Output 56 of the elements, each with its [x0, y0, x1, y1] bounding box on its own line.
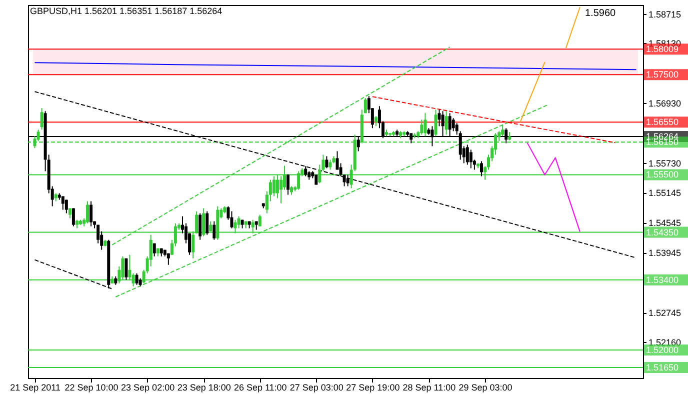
ref-line-label: 1.55500	[646, 170, 679, 180]
y-tick-label: 1.55145	[648, 188, 682, 198]
line-series	[34, 62, 637, 70]
candlestick	[501, 124, 504, 137]
y-tick-label: 1.55730	[648, 158, 682, 169]
y-tick-label: 1.58715	[648, 9, 682, 20]
chart-title: GBPUSD,H1 1.56201 1.56351 1.56187 1.56264	[30, 6, 222, 16]
x-tick-label: 27 Sep 19:00	[346, 382, 400, 392]
ref-line-label: 1.51650	[646, 362, 679, 372]
candlestick	[90, 200, 93, 227]
candlestick	[346, 174, 350, 187]
candlestick	[124, 258, 128, 280]
candlestick	[469, 149, 472, 169]
y-tick-label: 1.53945	[648, 248, 682, 258]
candlestick	[304, 166, 308, 177]
candlestick	[230, 210, 234, 229]
x-tick-label: 21 Sep 2011	[10, 382, 60, 392]
candlestick	[258, 214, 262, 227]
candlestick	[152, 242, 156, 257]
candlestick	[452, 118, 455, 132]
y-tick-label: 1.52745	[648, 308, 682, 318]
ref-line-label: 1.57500	[646, 70, 679, 80]
line-series	[526, 142, 580, 232]
candlestick	[212, 220, 216, 240]
x-tick-label: 28 Sep 11:00	[402, 382, 456, 392]
candlestick	[424, 112, 427, 137]
ref-line-label: 1.54350	[646, 227, 679, 238]
candlestick	[40, 108, 44, 130]
annotation: 1.5960	[585, 8, 616, 19]
x-tick-label: 26 Sep 11:00	[234, 382, 287, 392]
candlestick	[374, 116, 378, 127]
candlestick	[480, 160, 483, 177]
candlestick	[72, 208, 75, 227]
y-tick-label: 1.56930	[648, 98, 682, 109]
candlestick	[64, 199, 68, 214]
candlestick	[420, 119, 424, 136]
x-tick-label: 27 Sep 03:00	[290, 382, 344, 392]
candlestick	[328, 159, 332, 170]
y-tick-label: 1.54545	[648, 218, 682, 228]
candlestick	[286, 174, 290, 196]
ref-line-label: 1.53400	[646, 274, 679, 285]
candlestick	[206, 210, 209, 236]
x-tick-label: 22 Sep 10:00	[64, 382, 118, 392]
candlestick	[135, 272, 138, 286]
candlestick	[198, 212, 202, 240]
x-tick-label: 23 Sep 02:00	[121, 382, 175, 392]
candlestick	[61, 196, 64, 210]
ref-line-label: 1.52000	[646, 344, 679, 355]
candlestick	[444, 110, 448, 136]
candlestick	[325, 156, 328, 169]
x-tick-label: 29 Sep 03:00	[458, 382, 512, 392]
x-tick-label: 23 Sep 18:00	[177, 382, 231, 392]
ref-line-label: 1.56550	[646, 117, 679, 128]
candlestick	[466, 144, 469, 166]
candlestick	[86, 200, 90, 224]
candlestick	[434, 109, 438, 137]
